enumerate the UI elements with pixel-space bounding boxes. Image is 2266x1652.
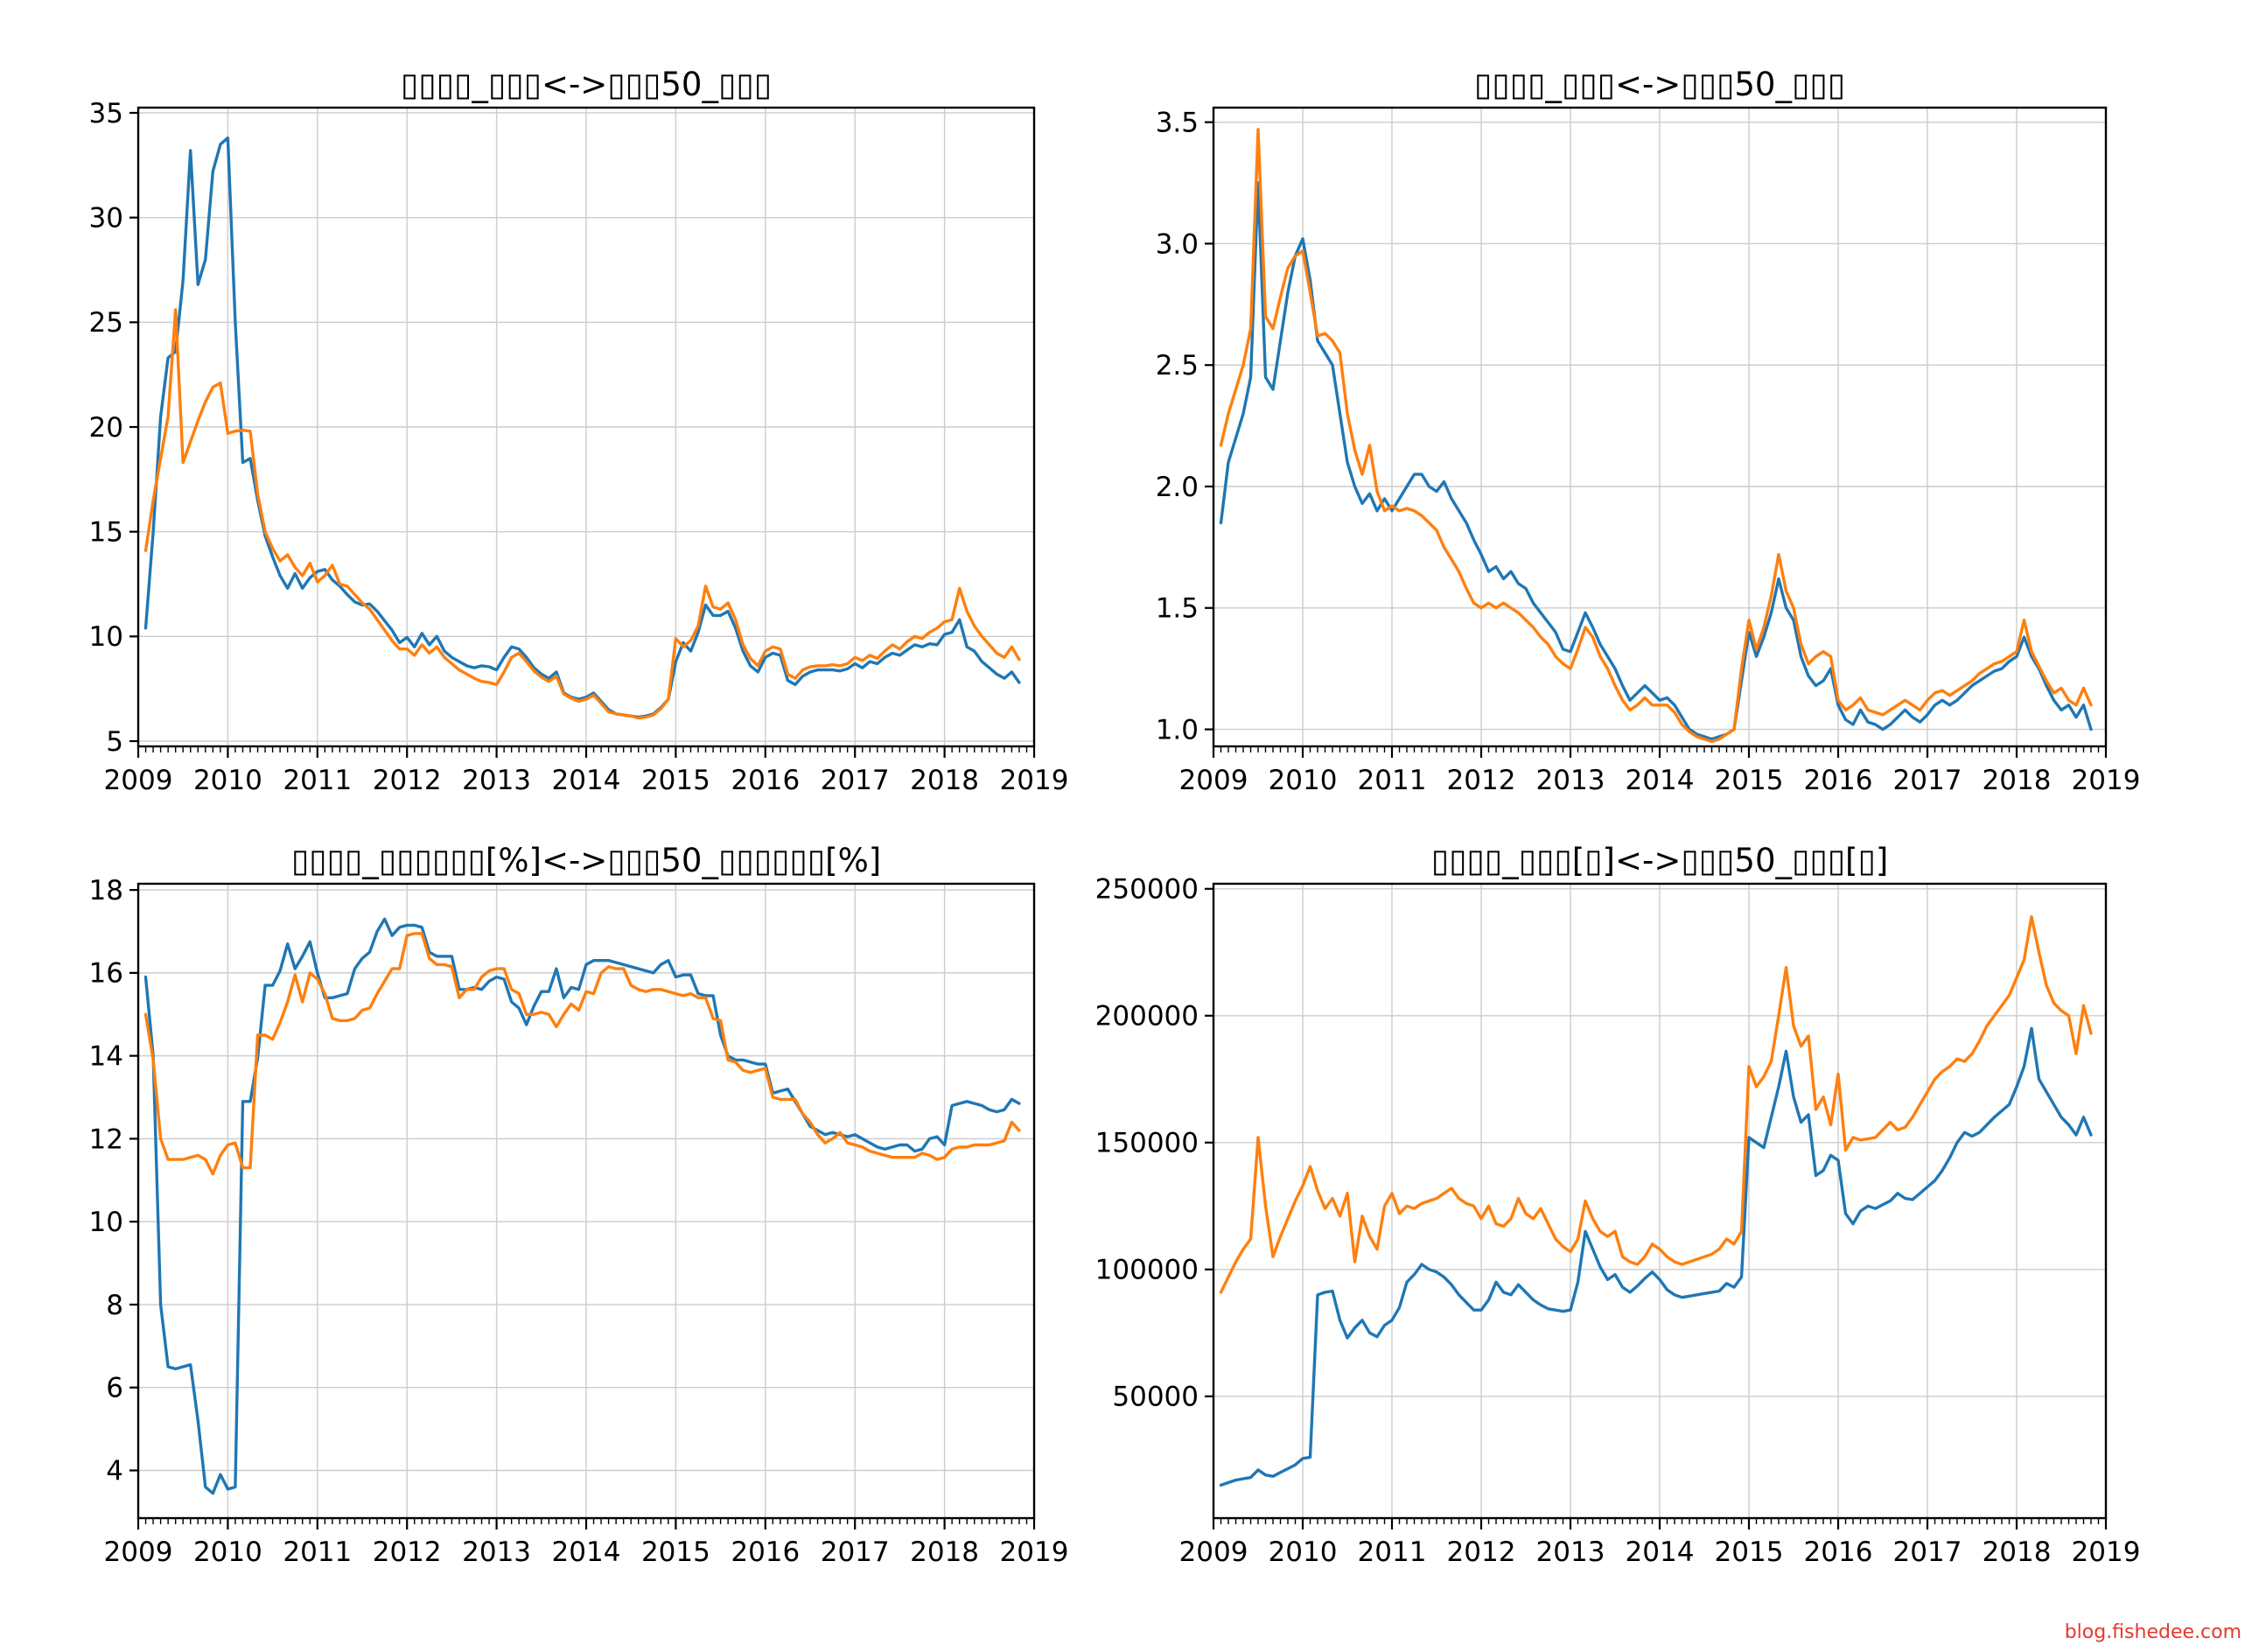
x-tick-label: 2013 bbox=[1536, 1536, 1605, 1568]
y-tick-label: 35 bbox=[89, 98, 123, 130]
y-tick-label: 100000 bbox=[1095, 1255, 1199, 1286]
x-tick-label: 2010 bbox=[1269, 1536, 1338, 1568]
x-tick-label: 2010 bbox=[193, 1536, 262, 1568]
x-tick-label: 2011 bbox=[1358, 1536, 1427, 1568]
y-tick-label: 3.0 bbox=[1156, 228, 1199, 260]
series-line-orange bbox=[1219, 914, 2093, 1294]
y-tick-label: 20 bbox=[89, 412, 123, 444]
x-tick-label: 2011 bbox=[1358, 765, 1427, 796]
y-tick-label: 14 bbox=[89, 1041, 123, 1073]
subplot-top-right: 2009 2010 2011 2012 2013 2014 2015 2016 2017 2018… bbox=[1156, 106, 2141, 796]
x-tick-label: 2016 bbox=[1804, 1536, 1873, 1568]
y-tick-label: 5 bbox=[106, 726, 123, 758]
y-tick-label: 8 bbox=[106, 1290, 123, 1321]
x-tick-label: 2013 bbox=[462, 1536, 531, 1568]
x-tick-label: 2009 bbox=[104, 765, 173, 796]
x-tick-label: 2018 bbox=[910, 765, 979, 796]
series-line-orange bbox=[143, 308, 1021, 720]
x-tick-label: 2012 bbox=[1447, 765, 1516, 796]
y-tick-label: 1.0 bbox=[1156, 714, 1199, 746]
x-tick-label: 2018 bbox=[910, 1536, 979, 1568]
y-tick-label: 16 bbox=[89, 958, 123, 990]
x-tick-label: 2011 bbox=[283, 765, 352, 796]
y-tick-label: 18 bbox=[89, 875, 123, 906]
x-tick-label: 2019 bbox=[1000, 1536, 1069, 1568]
x-tick-label: 2012 bbox=[373, 1536, 442, 1568]
watermark-link[interactable]: blog.fishedee.com bbox=[2064, 1621, 2242, 1643]
subplot-bottom-right-title: ▯▯▯▯_▯▯▯[▯]<->▯▯▯50_▯▯▯[▯] bbox=[1431, 842, 1889, 879]
series-line-blue bbox=[143, 917, 1021, 1495]
y-tick-label: 25 bbox=[89, 307, 123, 339]
subplot-top-right-title: ▯▯▯▯_▯▯▯<->▯▯▯50_▯▯▯ bbox=[1474, 66, 1845, 103]
x-tick-label: 2016 bbox=[731, 1536, 800, 1568]
x-tick-label: 2012 bbox=[1447, 1536, 1516, 1568]
x-tick-label: 2009 bbox=[1179, 765, 1248, 796]
y-tick-label: 15 bbox=[89, 517, 123, 549]
x-tick-label: 2019 bbox=[1000, 765, 1069, 796]
y-tick-label: 200000 bbox=[1095, 1001, 1199, 1032]
y-tick-label: 3.5 bbox=[1156, 108, 1199, 139]
x-tick-label: 2019 bbox=[2072, 765, 2141, 796]
x-tick-label: 2015 bbox=[641, 1536, 710, 1568]
x-tick-label: 2017 bbox=[1893, 1536, 1962, 1568]
x-tick-label: 2010 bbox=[193, 765, 262, 796]
y-tick-label: 4 bbox=[106, 1455, 123, 1487]
x-tick-label: 2016 bbox=[731, 765, 800, 796]
x-tick-label: 2016 bbox=[1804, 765, 1873, 796]
x-tick-label: 2010 bbox=[1269, 765, 1338, 796]
y-tick-label: 1.5 bbox=[1156, 593, 1199, 625]
y-tick-label: 10 bbox=[89, 621, 123, 653]
x-tick-label: 2015 bbox=[1715, 1536, 1784, 1568]
x-tick-label: 2014 bbox=[552, 765, 621, 796]
x-tick-label: 2009 bbox=[1179, 1536, 1248, 1568]
x-tick-label: 2014 bbox=[552, 1536, 621, 1568]
y-tick-label: 2.0 bbox=[1156, 472, 1199, 503]
y-tick-label: 250000 bbox=[1095, 874, 1199, 906]
y-tick-label: 30 bbox=[89, 203, 123, 234]
subplot-top-left-title: ▯▯▯▯_▯▯▯<->▯▯▯50_▯▯▯ bbox=[401, 66, 772, 103]
subplot-bottom-left: 2009 2010 2011 2012 2013 2014 2015 2016 2017 2018… bbox=[89, 875, 1069, 1568]
x-tick-label: 2015 bbox=[1715, 765, 1784, 796]
y-tick-label: 50000 bbox=[1112, 1382, 1199, 1413]
y-tick-label: 2.5 bbox=[1156, 350, 1199, 382]
y-tick-label: 12 bbox=[89, 1124, 123, 1155]
subplot-bottom-left-title: ▯▯▯▯_▯▯▯▯▯▯[%]<->▯▯▯50_▯▯▯▯▯▯[%] bbox=[291, 842, 881, 879]
x-tick-label: 2017 bbox=[821, 765, 890, 796]
y-tick-label: 6 bbox=[106, 1373, 123, 1404]
series-line-blue bbox=[1219, 1026, 2093, 1488]
subplot-bottom-right: 2009 2010 2011 2012 2013 2014 2015 2016 2017 2018… bbox=[1095, 874, 2141, 1568]
x-tick-label: 2014 bbox=[1626, 1536, 1695, 1568]
y-tick-label: 150000 bbox=[1095, 1128, 1199, 1159]
x-tick-label: 2017 bbox=[1893, 765, 1962, 796]
series-line-blue bbox=[1219, 181, 2093, 741]
x-tick-label: 2013 bbox=[1536, 765, 1605, 796]
x-tick-label: 2009 bbox=[104, 1536, 173, 1568]
x-tick-label: 2011 bbox=[283, 1536, 352, 1568]
y-tick-label: 10 bbox=[89, 1207, 123, 1238]
series-line-orange bbox=[1219, 128, 2093, 744]
x-tick-label: 2018 bbox=[1983, 765, 2052, 796]
x-tick-label: 2015 bbox=[641, 765, 710, 796]
x-tick-label: 2018 bbox=[1983, 1536, 2052, 1568]
x-tick-label: 2014 bbox=[1626, 765, 1695, 796]
x-tick-label: 2019 bbox=[2072, 1536, 2141, 1568]
series-line-blue bbox=[143, 136, 1021, 719]
x-tick-label: 2012 bbox=[373, 765, 442, 796]
series-line-orange bbox=[143, 932, 1021, 1176]
x-tick-label: 2013 bbox=[462, 765, 531, 796]
subplot-top-left: 2009 2010 2011 2012 2013 2014 2015 2016 2017 2018… bbox=[89, 98, 1069, 796]
x-tick-label: 2017 bbox=[821, 1536, 890, 1568]
